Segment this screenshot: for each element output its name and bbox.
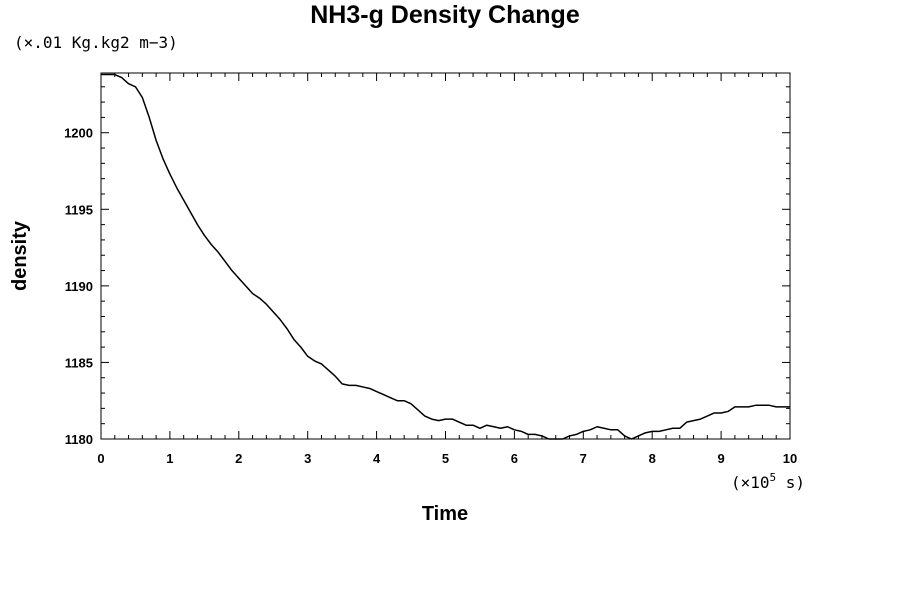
x-unit-prefix: (×10 (731, 473, 770, 492)
x-unit-exponent: 5 (769, 471, 776, 484)
tick-labels: 0 1 2 3 4 5 6 7 8 9 10 1180 1185 1190 1195 1200 (64, 126, 797, 466)
x-tick-label: 2 (235, 451, 242, 466)
x-tick-label: 1 (166, 451, 173, 466)
y-tick-label: 1190 (65, 279, 93, 294)
y-axis-label: density (9, 220, 31, 291)
y-tick-label: 1195 (65, 202, 93, 217)
x-axis-label: Time (422, 503, 468, 525)
x-unit-label: (×105 s) (731, 471, 805, 492)
x-tick-label: 5 (442, 451, 449, 466)
x-tick-label: 10 (783, 451, 797, 466)
axis-ticks (100, 73, 791, 440)
x-tick-label: 6 (511, 451, 518, 466)
y-tick-label: 1180 (65, 432, 93, 447)
x-tick-label: 7 (580, 451, 587, 466)
x-tick-label: 4 (373, 451, 381, 466)
chart-title: NH3-g Density Change (310, 1, 580, 29)
y-tick-label: 1200 (64, 126, 93, 141)
x-unit-suffix: s) (776, 473, 805, 492)
x-tick-label: 8 (649, 451, 656, 466)
x-tick-label: 0 (97, 451, 104, 466)
plot-frame (100, 72, 791, 440)
density-series-line (101, 73, 790, 440)
x-tick-label: 3 (304, 451, 311, 466)
y-tick-label: 1185 (65, 355, 93, 370)
y-unit-label: (×.01 Kg.kg2 m−3) (14, 33, 178, 52)
x-tick-label: 9 (717, 451, 724, 466)
series-layer (101, 73, 790, 440)
